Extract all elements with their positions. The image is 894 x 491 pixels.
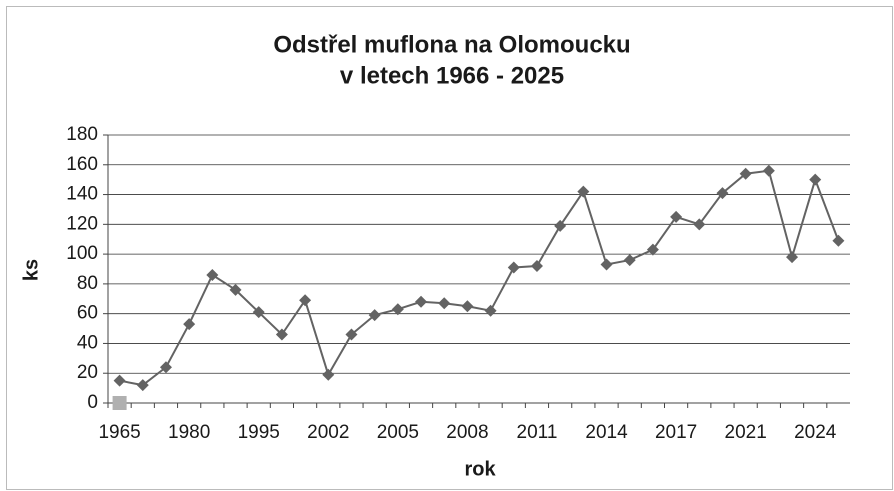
x-tick-label: 1980	[168, 422, 210, 443]
y-tick-label: 160	[66, 154, 98, 175]
data-point	[600, 258, 613, 271]
series-line	[119, 169, 840, 387]
y-tick-label: 60	[77, 303, 98, 324]
data-point	[275, 328, 288, 341]
data-point	[832, 234, 845, 247]
data-point	[368, 309, 381, 322]
data-point	[391, 303, 404, 316]
y-tick-label: 120	[66, 213, 98, 234]
data-point	[762, 164, 775, 177]
data-point	[507, 261, 520, 274]
data-point	[530, 260, 543, 273]
data-point	[461, 300, 474, 313]
data-point	[786, 251, 799, 264]
data-point	[159, 361, 172, 374]
data-point	[438, 297, 451, 310]
data-point	[252, 306, 265, 319]
data-point	[183, 318, 196, 331]
x-tick-label: 2005	[377, 422, 419, 443]
data-point	[670, 210, 683, 223]
data-point	[577, 185, 590, 198]
data-point	[415, 295, 428, 308]
data-point	[646, 243, 659, 256]
data-point	[623, 254, 636, 267]
data-point	[206, 268, 219, 281]
x-tick-label: 2014	[585, 422, 628, 443]
chart-title: v letech 1966 - 2025	[340, 62, 564, 89]
x-tick-label: 2002	[307, 422, 349, 443]
x-tick-label: 2008	[446, 422, 488, 443]
data-point	[136, 379, 149, 392]
data-point	[322, 368, 335, 381]
data-point	[809, 173, 822, 186]
x-tick-label: 2024	[794, 422, 837, 443]
data-point	[112, 396, 127, 410]
data-point	[716, 187, 729, 200]
y-tick-label: 180	[66, 124, 98, 145]
y-axis-label: ks	[20, 259, 42, 281]
data-point	[299, 294, 312, 307]
x-axis-label: rok	[464, 458, 496, 480]
y-tick-label: 80	[77, 273, 98, 294]
data-point	[229, 283, 242, 296]
x-tick-label: 2011	[517, 422, 558, 443]
chart-frame	[6, 6, 893, 490]
y-tick-label: 20	[77, 362, 98, 383]
x-tick-label: 2021	[725, 422, 767, 443]
y-tick-label: 40	[77, 332, 98, 353]
data-point	[693, 218, 706, 231]
chart-title: Odstřel muflona na Olomoucku	[273, 31, 630, 58]
y-tick-label: 100	[66, 243, 98, 264]
data-point	[484, 304, 497, 317]
y-tick-label: 0	[87, 392, 98, 413]
data-point	[739, 167, 752, 180]
data-point	[554, 219, 567, 232]
data-point	[345, 328, 358, 341]
y-tick-label: 140	[66, 184, 98, 205]
x-tick-label: 1995	[238, 422, 280, 443]
data-point	[113, 374, 126, 387]
x-tick-label: 1965	[98, 422, 140, 443]
x-tick-label: 2017	[655, 422, 697, 443]
